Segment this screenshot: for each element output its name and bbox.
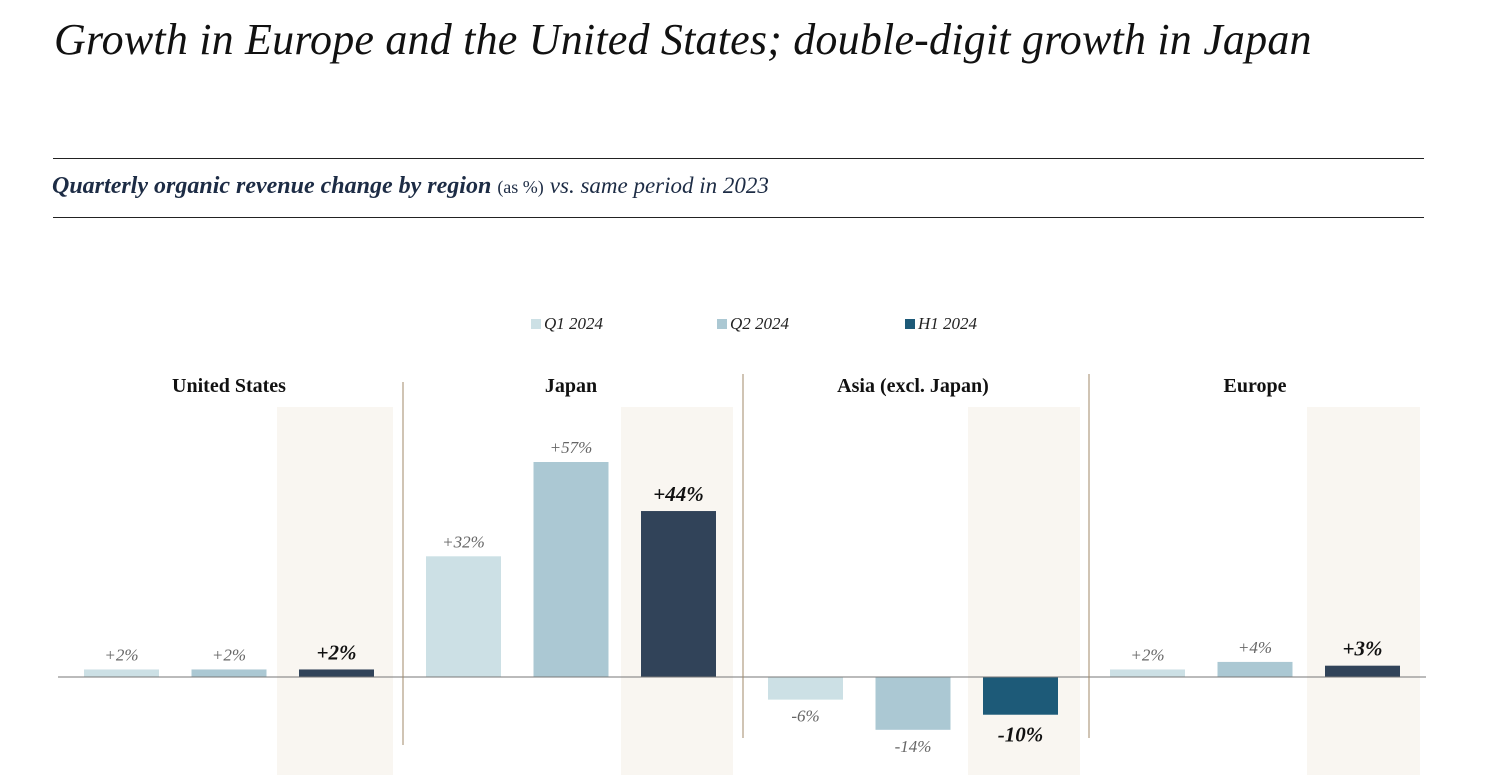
data-label: +3% [1343,637,1383,661]
bar-q1-2024 [768,677,843,700]
bar-q1-2024 [1110,669,1185,677]
bar-q1-2024 [426,556,501,677]
legend-label: Q1 2024 [544,314,604,333]
chart-subtitle: Quarterly organic revenue change by regi… [52,173,769,200]
h1-highlight-band [277,407,393,775]
data-label: +2% [317,640,357,664]
title-rule-top [53,158,1424,159]
region-header: Asia (excl. Japan) [837,375,989,397]
data-label: +2% [1130,645,1164,664]
data-label: -10% [998,723,1044,747]
legend-swatch [717,319,727,329]
data-label: +4% [1238,638,1272,657]
data-label: +44% [653,482,703,506]
bar-q2-2024 [533,462,609,677]
region-header: Japan [545,375,597,397]
region-header: United States [172,375,286,397]
legend-swatch [905,319,915,329]
page-title: Growth in Europe and the United States; … [54,15,1312,64]
bar-q2-2024 [875,677,951,730]
bar-h1-2024 [299,669,374,677]
bar-h1-2024 [641,511,716,677]
data-label: -6% [791,707,819,726]
legend-label: Q2 2024 [730,314,790,333]
region-header: Europe [1224,375,1287,397]
bar-q2-2024 [1217,661,1293,677]
bar-h1-2024 [983,677,1058,715]
h1-highlight-band [968,407,1080,775]
legend-swatch [531,319,541,329]
data-label: +2% [212,645,246,664]
subtitle-period: vs. same period in 2023 [549,173,769,198]
data-label: -14% [895,737,932,756]
bar-h1-2024 [1325,665,1400,677]
bar-q1-2024 [84,669,159,677]
data-label: +57% [550,438,593,457]
h1-highlight-band [1307,407,1420,775]
data-label: +32% [442,532,485,551]
subtitle-unit: (as %) [497,177,544,197]
legend-label: H1 2024 [917,314,978,333]
title-rule-bottom [53,217,1424,218]
subtitle-main: Quarterly organic revenue change by regi… [52,173,492,199]
data-label: +2% [104,645,138,664]
bar-q2-2024 [191,669,267,677]
